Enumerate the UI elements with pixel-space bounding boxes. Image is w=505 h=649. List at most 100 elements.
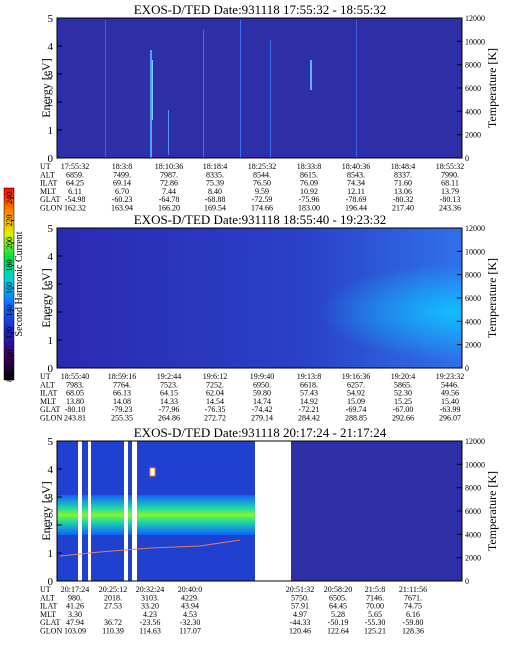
table-cell: 74.75 (404, 602, 422, 611)
y-tick-label: 1 (48, 548, 54, 560)
table-cell: 21:11:56 (399, 585, 427, 594)
table-cell: 296.07 (439, 414, 461, 423)
colorbar-tick-label: 120 (5, 327, 14, 339)
table-cell: -63.99 (440, 405, 461, 414)
table-cell: 18:59:16 (108, 372, 136, 381)
y2-axis-label: Temperature [K] (485, 258, 499, 338)
row-label: GLAT (40, 405, 61, 414)
y-tick-label: 3 (48, 279, 54, 291)
y-tick-label: 5 (48, 13, 54, 25)
table-cell: 59.80 (253, 389, 271, 398)
table-cell: 7252. (206, 380, 224, 389)
table-cell: 103.09 (64, 627, 86, 636)
table-cell: 18:10:36 (155, 162, 183, 171)
y-tick-label: 2 (48, 520, 54, 532)
table-cell: 7523. (160, 380, 178, 389)
table-cell: 20:17:24 (61, 585, 89, 594)
table-cell: -23.56 (140, 618, 161, 627)
table-cell: 7983. (66, 380, 84, 389)
table-cell: 19:9:40 (250, 372, 274, 381)
row-label: ALT (40, 170, 55, 179)
colorbar-tick-label: 160 (5, 282, 14, 294)
y2-tick-label: 2000 (465, 341, 481, 350)
table-cell: 980. (68, 593, 82, 602)
y2-tick-label: 10000 (465, 247, 485, 256)
table-cell: -78.69 (346, 195, 367, 204)
table-cell: 6950. (253, 380, 271, 389)
row-label: GLON (40, 414, 62, 423)
table-cell: 264.86 (158, 414, 180, 423)
colorbar-tick-label: 200 (5, 237, 14, 249)
table-cell: 20:25:12 (99, 585, 127, 594)
table-cell: 110.39 (102, 627, 124, 636)
table-cell: 243.36 (439, 204, 461, 213)
row-label: GLON (40, 627, 62, 636)
table-cell: 4.53 (183, 610, 197, 619)
table-cell: 114.63 (139, 627, 161, 636)
table-cell: 14.08 (113, 397, 131, 406)
table-cell: 8335. (206, 170, 224, 179)
row-label: MLT (40, 610, 56, 619)
table-cell: 18:18:4 (203, 162, 227, 171)
table-cell: 6.11 (68, 187, 82, 196)
y2-tick-label: 0 (465, 154, 469, 163)
table-cell: 68.11 (441, 179, 459, 188)
row-label: ILAT (40, 179, 57, 188)
y-tick-label: 0 (48, 153, 54, 165)
table-cell: -79.23 (112, 405, 133, 414)
table-cell: 7987. (160, 170, 178, 179)
table-cell: 7499. (113, 170, 131, 179)
table-cell: 6.16 (406, 610, 420, 619)
table-cell: 217.40 (392, 204, 414, 213)
table-cell: 41.26 (66, 602, 84, 611)
table-cell: 68.05 (66, 389, 84, 398)
table-cell: -72.21 (299, 405, 320, 414)
table-cell: 18:55:40 (61, 372, 89, 381)
row-label: GLON (40, 204, 62, 213)
table-cell: 19:2:44 (157, 372, 181, 381)
y2-tick-label: 0 (465, 364, 469, 373)
table-cell: -50.19 (328, 618, 349, 627)
table-cell: 4.23 (143, 610, 157, 619)
table-cell: 13.80 (66, 397, 84, 406)
table-cell: 3103. (141, 593, 159, 602)
table-cell: 43.94 (181, 602, 199, 611)
table-cell: 66.13 (113, 389, 131, 398)
table-cell: 7146. (366, 593, 384, 602)
table-cell: 5446. (441, 380, 459, 389)
table-cell: 18:25:32 (248, 162, 276, 171)
y-tick-label: 1 (48, 125, 54, 137)
table-cell: -77.96 (159, 405, 180, 414)
y2-axis-label: Temperature [K] (485, 48, 499, 128)
table-cell: 163.94 (111, 204, 133, 213)
y2-tick-label: 2000 (465, 554, 481, 563)
table-cell: 15.40 (441, 397, 459, 406)
panel-title: EXOS-D/TED Date:931118 18:55:40 - 19:23:… (134, 212, 387, 227)
table-cell: 27.53 (104, 602, 122, 611)
table-cell: 5.28 (331, 610, 345, 619)
table-cell: 128.36 (402, 627, 424, 636)
table-cell: -44.33 (290, 618, 311, 627)
table-cell: 7671. (404, 593, 422, 602)
table-cell: 20:32:24 (136, 585, 164, 594)
y2-tick-label: 2000 (465, 131, 481, 140)
table-cell: 18:55:32 (436, 162, 464, 171)
table-cell: 70.00 (366, 602, 384, 611)
table-cell: 69.14 (113, 179, 131, 188)
table-cell: 52.30 (394, 389, 412, 398)
table-cell: 57.43 (300, 389, 318, 398)
y2-tick-label: 6000 (465, 294, 481, 303)
table-cell: 18:3:8 (112, 162, 132, 171)
colorbar-tick-label: 140 (5, 305, 14, 317)
table-cell: -60.23 (112, 195, 133, 204)
y-axis-label: Energy [eV] (39, 58, 53, 117)
table-cell: 18:33:8 (297, 162, 321, 171)
y2-tick-label: 12000 (465, 224, 485, 233)
table-cell: 125.21 (364, 627, 386, 636)
table-cell: -68.88 (205, 195, 226, 204)
y-tick-label: 4 (48, 464, 54, 476)
table-cell: 19:13:8 (297, 372, 321, 381)
table-cell: 12.11 (347, 187, 365, 196)
table-cell: 8337. (394, 170, 412, 179)
table-cell: 62.04 (206, 389, 224, 398)
